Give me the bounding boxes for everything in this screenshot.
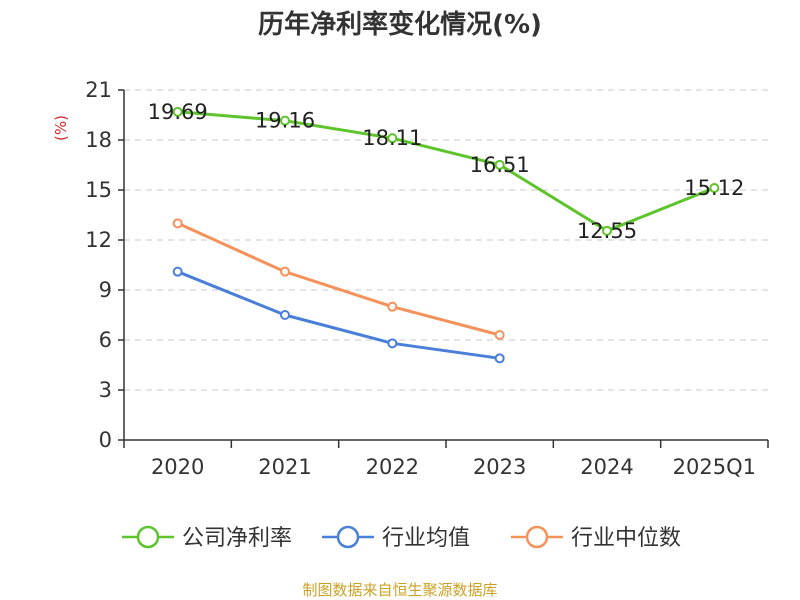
legend-label: 公司净利率 (182, 526, 292, 551)
data-point (280, 115, 290, 126)
x-tick-label: 2021 (258, 455, 311, 479)
x-tick-label: 2025Q1 (673, 455, 756, 479)
data-point (172, 106, 183, 117)
y-tick-label: 21 (85, 78, 112, 102)
series-line-0 (177, 110, 715, 233)
series-line-2 (177, 221, 501, 337)
grid-layer (124, 89, 768, 391)
y-tick-label: 12 (85, 228, 112, 252)
data-label: 16.51 (470, 153, 530, 177)
legend-label: 行业均值 (382, 526, 470, 551)
data-point (280, 266, 290, 277)
legend-item: 行业中位数 (511, 525, 681, 551)
y-tick-label: 18 (85, 128, 112, 152)
y-axis-label: (%) (52, 115, 70, 141)
data-label: 12.55 (577, 219, 637, 243)
label-layer: 19.69 19.16 18.11 16.51 12.55 15.12 (148, 100, 745, 243)
legend: 公司净利率 行业均值 行业中位数 (122, 525, 681, 551)
data-point (280, 310, 290, 320)
data-point (172, 266, 183, 277)
data-point (494, 159, 505, 170)
x-tick-label: 2023 (473, 455, 526, 479)
x-tick-label: 2022 (366, 455, 419, 479)
source-note: 制图数据来自恒生聚源数据库 (302, 581, 497, 599)
data-point (602, 225, 612, 236)
y-tick-label: 3 (99, 378, 112, 402)
series-line-1 (177, 270, 500, 360)
x-tick-label: 2020 (151, 455, 204, 479)
legend-item: 公司净利率 (122, 525, 292, 551)
y-tick-label: 15 (85, 178, 112, 202)
y-tick-label: 0 (99, 428, 112, 452)
legend-marker (136, 525, 160, 549)
x-tick-label: 2024 (580, 455, 633, 479)
legend-marker (525, 525, 549, 549)
data-label: 18.11 (362, 126, 422, 150)
data-point (387, 133, 398, 144)
chart-title: 历年净利率变化情况(%) (258, 9, 542, 40)
data-point (387, 338, 398, 349)
legend-item: 行业均值 (322, 525, 470, 551)
data-point (709, 183, 720, 193)
legend-marker (336, 525, 360, 549)
legend-label: 行业中位数 (571, 526, 681, 551)
data-point (494, 330, 505, 340)
series-layer (172, 106, 720, 364)
axis-layer: 0 3 6 9 12 15 18 21 2020 2021 2022 2023 2024 2025Q1 (85, 78, 769, 479)
y-tick-label: 6 (99, 328, 112, 352)
data-point (172, 218, 183, 229)
data-label: 15.12 (684, 176, 744, 200)
data-label: 19.69 (148, 100, 208, 124)
y-tick-label: 9 (99, 278, 112, 302)
data-label: 19.16 (255, 109, 315, 133)
data-point (494, 353, 505, 364)
data-point (387, 301, 398, 312)
